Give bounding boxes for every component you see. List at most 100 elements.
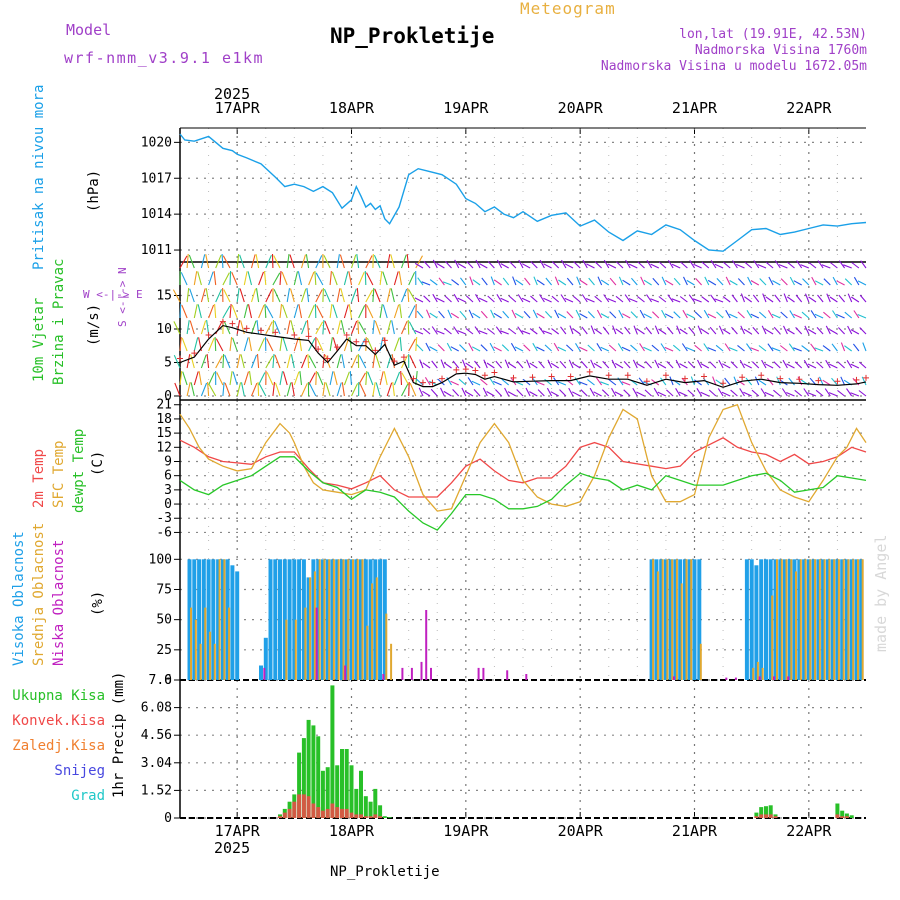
- temp-unit: (C): [90, 451, 106, 476]
- cloud-bar: [833, 559, 836, 680]
- wind-arrow: [215, 254, 222, 269]
- wind-speed-series: [177, 318, 869, 388]
- y-tick-label: 18: [156, 412, 172, 427]
- gust-marker: [334, 344, 341, 351]
- wind-arrow: [686, 313, 695, 319]
- wind-arrow: [536, 346, 545, 352]
- wind-arrow: [593, 328, 602, 335]
- cloud-bar: [311, 559, 316, 680]
- wind-arrow: [348, 271, 353, 286]
- wind-arrow: [760, 388, 767, 397]
- wind-arrow: [743, 328, 752, 335]
- cloud-bar: [309, 577, 312, 680]
- wind-arrow: [250, 254, 256, 269]
- wind-arrow: [265, 321, 273, 335]
- wind-arrow: [315, 321, 324, 335]
- wind-arrow: [550, 362, 559, 369]
- wind-arrow: [356, 254, 360, 269]
- wind-arrow: [844, 278, 853, 286]
- wind-arrow: [553, 377, 560, 386]
- cloud-bar: [673, 559, 678, 680]
- wind-arrow: [186, 288, 190, 303]
- wind-arrow: [837, 389, 845, 397]
- cloud-bar: [325, 559, 330, 680]
- wind-arrow: [372, 320, 375, 335]
- wind-arrow: [707, 279, 717, 286]
- wind-arrow: [559, 389, 567, 397]
- wind-arrow: [416, 310, 424, 319]
- wind-arrow: [189, 320, 195, 335]
- wind-arrow: [486, 391, 495, 397]
- wind-arrow: [243, 271, 248, 286]
- cloud-bar: [304, 607, 307, 680]
- wind-arrow: [579, 279, 588, 286]
- wind-arrow: [350, 254, 357, 269]
- wind-arrow: [590, 325, 596, 335]
- cloud-bar: [344, 559, 349, 680]
- wind-arrow: [750, 347, 760, 352]
- cloud-bar: [335, 559, 340, 680]
- wind-arrow: [408, 381, 410, 397]
- cloud-bar: [671, 559, 674, 680]
- wind-arrow: [701, 296, 710, 303]
- wind-arrow: [580, 389, 588, 397]
- wind-arrow: [801, 311, 810, 319]
- wind-arrow: [197, 271, 202, 286]
- wind-arrow: [645, 326, 653, 335]
- wind-arrow: [807, 363, 817, 369]
- top-day-label: 17APR: [215, 99, 261, 117]
- wind-arrow: [472, 312, 481, 319]
- wind-arrow: [624, 294, 631, 303]
- wind-arrow: [545, 277, 553, 286]
- precip-bar: [297, 794, 302, 818]
- wind-arrow: [557, 346, 567, 352]
- wind-arrow: [582, 259, 588, 269]
- wind-arrow: [802, 278, 810, 286]
- wind-arrow: [560, 326, 567, 335]
- wind-arrow: [190, 382, 195, 397]
- wind-arrow: [628, 298, 638, 303]
- wind-arrow: [788, 377, 795, 386]
- cloud-bar: [744, 559, 749, 680]
- cloud-bar: [330, 559, 335, 680]
- y-tick-label: 12: [156, 440, 172, 455]
- cloud-bar: [678, 559, 683, 680]
- wind-arrow: [322, 382, 326, 397]
- wind-arrow: [532, 342, 538, 352]
- wind-arrow: [695, 278, 703, 286]
- wind-arrow: [200, 382, 208, 397]
- cloud-bar: [830, 559, 835, 680]
- wind-arrow: [466, 261, 474, 269]
- wind-arrow: [708, 389, 717, 397]
- wind-arrow: [578, 346, 588, 352]
- wind-arrow: [390, 254, 395, 269]
- wind-arrow: [801, 345, 810, 352]
- wind-arrow: [744, 296, 753, 303]
- gust-marker: [353, 338, 360, 345]
- wind-arrow: [650, 298, 660, 303]
- wind-arrow: [739, 388, 745, 397]
- wind-arrow: [746, 310, 753, 319]
- wind-arrow: [672, 344, 681, 352]
- wind-arrow: [198, 371, 202, 386]
- cloud-bar: [758, 676, 761, 680]
- wind-arrow: [408, 338, 416, 352]
- wind-arrow: [286, 382, 292, 397]
- wind-arrows: [172, 253, 867, 397]
- cloud-bar: [410, 667, 413, 680]
- precip-bar: [844, 816, 849, 818]
- model-altitude: Nadmorska Visina u modelu 1672.05m: [601, 59, 867, 74]
- wind-arrow: [746, 343, 753, 352]
- wind-arrow: [480, 310, 488, 319]
- cloud-bar: [734, 677, 737, 680]
- precip-ylabel: 1hr Precip (mm): [111, 672, 127, 798]
- cloud-bar: [661, 559, 664, 680]
- wind-arrow: [810, 343, 817, 352]
- cloud-bar: [749, 559, 754, 680]
- wind-arrow: [643, 279, 652, 286]
- wind-arrow: [653, 387, 660, 397]
- wind-arrow: [182, 371, 188, 386]
- wind-arrow: [551, 261, 560, 269]
- wind-arrow: [407, 287, 410, 303]
